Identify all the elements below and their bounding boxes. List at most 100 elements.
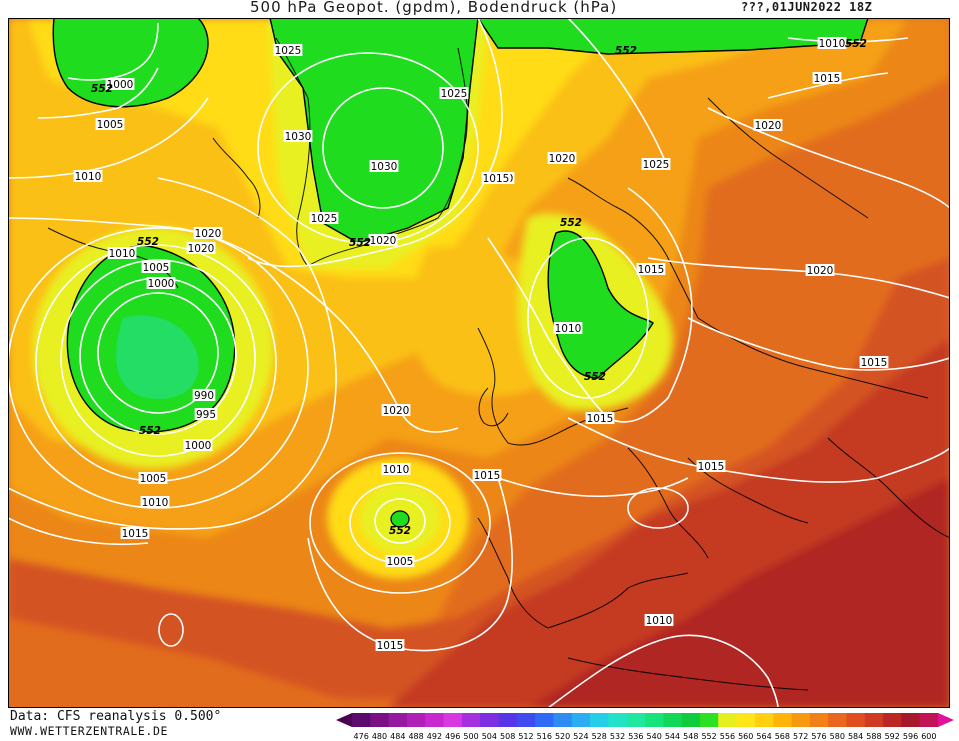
isobar-label-text: 1020	[807, 265, 834, 277]
legend-value-label: 588	[866, 732, 881, 741]
field-552-scandinavia	[547, 230, 654, 379]
isobar-label: 1015	[812, 72, 842, 85]
isobar-1005-northwest	[37, 67, 159, 119]
legend-value-label: 476	[354, 732, 369, 741]
map-border	[8, 18, 950, 708]
legend-swatch	[535, 713, 554, 727]
isobar-label: 1025	[641, 158, 671, 171]
legend-swatch	[425, 713, 444, 727]
isobar-label: 1005	[95, 118, 125, 131]
isobar-label: 1015	[375, 639, 405, 652]
isobar-label: 1025	[439, 87, 469, 100]
isobar-label-text: 1010	[142, 497, 169, 509]
isobar-label: 1015	[859, 356, 889, 369]
isobar-1030-greenland	[322, 87, 444, 209]
isobar-1015-scandinavia	[487, 187, 693, 423]
isobar-label: 1010	[817, 37, 847, 50]
legend-value-label: 544	[665, 732, 680, 741]
isobar-label-text: 995	[196, 409, 216, 421]
geopotential-label: 552	[349, 237, 371, 249]
isobar-1015-northsea	[567, 417, 950, 483]
isobar-label-text: 1025	[311, 213, 338, 225]
isobar-label-text: 1015	[587, 413, 614, 425]
isobar-label-text: 1010	[75, 171, 102, 183]
isobar-label-text: 1020	[188, 243, 215, 255]
field-552-north-band	[477, 18, 869, 55]
isobar-1010-scandinavia	[527, 237, 649, 399]
geopotential-label: 552	[389, 525, 411, 537]
isobar-label: 1005	[385, 555, 415, 568]
legend-value-label: 584	[848, 732, 863, 741]
isobar-label-text: 1015	[474, 470, 501, 482]
isobar-1000-northwest	[67, 22, 159, 81]
field-552-northwest	[52, 18, 209, 108]
geopotential-label: 552	[137, 236, 159, 248]
footer-info: Data: CFS reanalysis 0.500° WWW.WETTERZE…	[10, 709, 221, 739]
legend-swatch	[370, 713, 390, 727]
legend-swatch	[901, 713, 921, 727]
legend-endcap-right	[938, 713, 954, 727]
geopotential-label: 552	[139, 425, 161, 437]
geopot-label-layer: 552 552 552 552 552 552 552 552 552	[91, 38, 867, 537]
isobar-label: 1020	[805, 264, 835, 277]
isobar-label-text: 1005	[387, 556, 414, 568]
isobar-label-text: 1000	[185, 440, 212, 452]
legend-swatch	[406, 713, 426, 727]
isobar-1020-greenland	[247, 18, 503, 268]
legend-swatch	[699, 713, 719, 727]
legend-value-label: 548	[683, 732, 698, 741]
legend-value-label: 504	[482, 732, 497, 741]
isobar-label-text: 1015	[861, 357, 888, 369]
isobar-label-layer: 1000 1005 1010 1025 1025 1030 1030 1025 1020 1020…	[73, 37, 889, 652]
isobar-label-text: 1015	[377, 640, 404, 652]
site-url-text: WWW.WETTERZENTRALE.DE	[10, 724, 168, 738]
isobar-1015-mediterranean	[627, 487, 689, 529]
legend-value-label: 484	[390, 732, 405, 741]
isobar-label: 1005	[141, 261, 171, 274]
isobar-label: 1020	[753, 119, 783, 132]
legend-swatch	[883, 713, 902, 727]
isobar-1025-greenland	[257, 52, 479, 244]
isobar-1015-atlantic	[307, 477, 513, 652]
isobar-label-text: 1015	[483, 173, 510, 185]
geopotential-label: 552	[845, 38, 867, 50]
legend-value-label: 564	[756, 732, 771, 741]
legend-swatch	[736, 713, 756, 727]
legend-swatch	[773, 713, 792, 727]
legend-value-label: 536	[628, 732, 643, 741]
legend-swatch	[461, 713, 481, 727]
legend-value-label: 480	[372, 732, 387, 741]
isobar-label-text: 1020	[370, 235, 397, 247]
isobar-label-text: 1020	[755, 120, 782, 132]
legend-swatch	[443, 713, 463, 727]
legend-swatch	[571, 713, 591, 727]
isobar-label: 1020	[193, 227, 223, 240]
field-552-atlantic-low	[390, 510, 410, 528]
isobar-label: 1015	[585, 412, 615, 425]
legend-swatch	[352, 713, 371, 727]
isobar-label-text: 1015	[814, 73, 841, 85]
legend-swatch	[919, 713, 939, 727]
legend-swatch	[809, 713, 829, 727]
isobar-1015-southwest	[8, 517, 149, 546]
field-552-iceland-low-core	[116, 315, 199, 399]
isobar-label-text: 1000	[107, 79, 134, 91]
map-title: 500 hPa Geopot. (gpdm), Bodendruck (hPa)	[250, 0, 618, 16]
map-valid-time: ???,01JUN2022 18Z	[741, 0, 873, 14]
isobar-1015-west	[8, 177, 337, 530]
legend-value-label: 488	[408, 732, 423, 741]
isobar-label-text: 1015	[122, 528, 149, 540]
isobar-label: 1010	[107, 247, 137, 260]
isobar-label: 1010	[644, 614, 674, 627]
isobar-1015-central	[687, 317, 950, 371]
legend-value-label: 508	[500, 732, 515, 741]
isobar-1000-atlantic	[374, 498, 426, 544]
isobar-label: 1020	[368, 234, 398, 247]
isobar-label-text: 1000	[148, 278, 175, 290]
isobar-label-text: 1005	[97, 119, 124, 131]
legend-value-label: 496	[445, 732, 460, 741]
map-title-bar: 500 hPa Geopot. (gpdm), Bodendruck (hPa)…	[0, 0, 959, 18]
isobar-label-text: 1020	[195, 228, 222, 240]
isobar-label: 1010	[73, 170, 103, 183]
legend-swatch	[608, 713, 628, 727]
